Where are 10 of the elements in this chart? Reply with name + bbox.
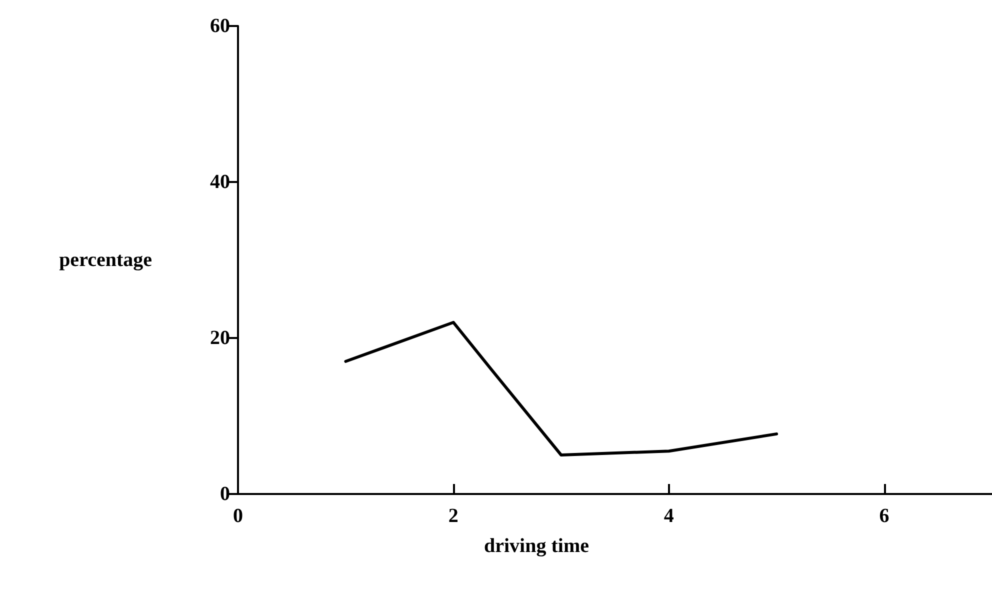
y-tick-label: 0	[220, 483, 230, 505]
x-tick-label: 4	[664, 505, 674, 527]
x-axis-title: driving time	[484, 535, 590, 557]
x-tick-label: 6	[879, 505, 890, 527]
line-series	[344, 320, 778, 456]
y-tick-label: 20	[210, 327, 230, 349]
y-tick-label: 40	[210, 171, 230, 193]
y-axis-title: percentage	[59, 249, 152, 271]
x-tick-label: 2	[448, 505, 458, 527]
y-tick-label: 60	[210, 15, 230, 37]
